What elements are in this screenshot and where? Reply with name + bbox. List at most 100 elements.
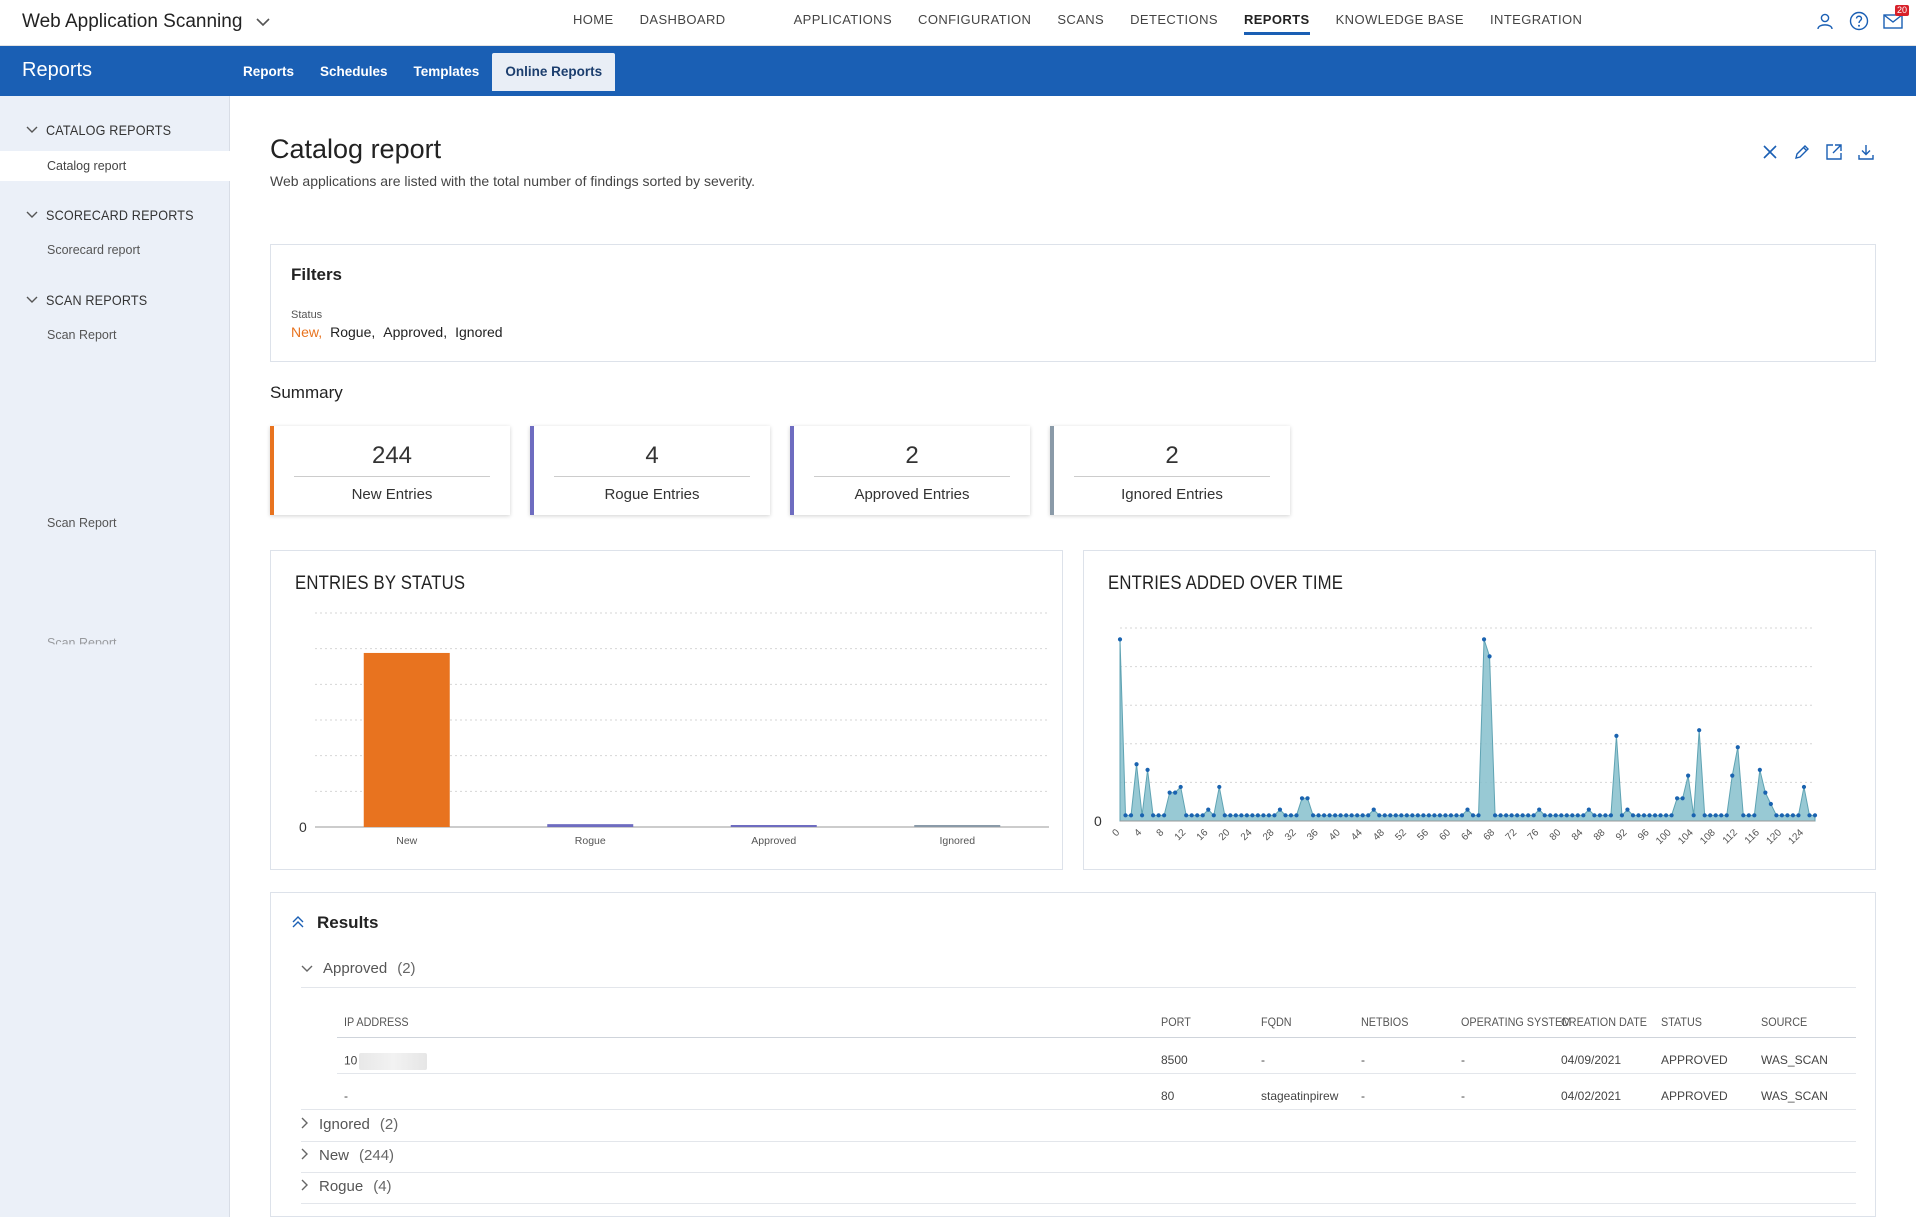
sidebar-item-scan-report[interactable]: Scan Report [47,516,117,530]
divider [301,1141,1856,1142]
col-netbios[interactable]: NETBIOS [1361,1015,1409,1029]
tab-online-reports[interactable]: Online Reports [492,53,616,91]
help-icon[interactable] [1848,10,1870,32]
x-tick-label: 100 [1654,827,1674,847]
cell-status: APPROVED [1661,1053,1728,1067]
data-point [1272,813,1277,818]
tab-schedules[interactable]: Schedules [320,64,388,79]
group-rogue[interactable]: Rogue (4) [301,1178,392,1195]
data-point [1752,813,1757,818]
nav-knowledge-base[interactable]: KNOWLEDGE BASE [1335,12,1465,27]
data-point [1702,813,1707,818]
col-fqdn[interactable]: FQDN [1261,1015,1292,1029]
group-label: New [319,1147,350,1164]
sidebar-item-catalog-report[interactable]: Catalog report [0,151,230,181]
bar-rogue [547,824,634,827]
x-tick-label: 104 [1676,827,1696,847]
data-point [1636,813,1641,818]
bar-new [363,652,450,827]
data-point [1763,790,1768,795]
group-new[interactable]: New (244) [301,1147,394,1164]
nav-configuration[interactable]: CONFIGURATION [918,12,1032,27]
tab-reports[interactable]: Reports [243,64,295,79]
stat-label: Rogue Entries [604,486,700,503]
data-point [1504,813,1509,818]
sidebar-group-scan[interactable]: SCAN REPORTS [26,292,159,308]
nav-integration[interactable]: INTEGRATION [1490,12,1583,27]
x-tick-label: 4 [1132,827,1144,839]
nav-reports[interactable]: REPORTS [1231,0,1323,46]
x-tick-label: 120 [1764,827,1784,847]
data-point [1283,813,1288,818]
divider [301,987,1856,988]
x-tick-label: 124 [1787,827,1807,847]
x-tick-label: 40 [1327,827,1343,843]
data-point [1310,813,1316,818]
stat-value: 244 [294,442,490,477]
x-tick-label: 36 [1305,827,1321,843]
pencil-icon[interactable] [1792,142,1812,162]
sidebar-group-scorecard[interactable]: SCORECARD REPORTS [26,207,210,223]
nav-scans[interactable]: SCANS [1057,12,1105,27]
bar-ignored [914,825,1001,827]
data-point [1333,813,1338,818]
chevron-right-icon [301,1179,309,1194]
sidebar-item-scan-report[interactable]: Scan Report [47,636,117,650]
x-tick-label: New [396,835,417,847]
x-tick-label: 84 [1570,827,1586,843]
group-ignored[interactable]: Ignored (2) [301,1116,398,1133]
group-approved[interactable]: Approved (2) [301,960,416,977]
data-point [1233,813,1238,818]
status-approved: Approved, [383,324,448,340]
data-point [1548,813,1553,818]
col-operating-system[interactable]: OPERATING SYSTEM [1461,1015,1572,1029]
x-tick-label: Approved [751,835,796,847]
external-link-icon[interactable] [1824,142,1844,162]
data-point [1768,801,1773,807]
data-point [1288,813,1294,818]
area-series [1119,639,1816,822]
nav-applications[interactable]: APPLICATIONS [793,12,893,27]
data-point [1415,813,1420,818]
data-point [1426,813,1431,818]
group-label: Ignored [319,1116,370,1133]
col-status[interactable]: STATUS [1661,1015,1703,1029]
results-toggle[interactable]: Results [291,913,378,933]
data-point [1807,813,1812,818]
data-point [1592,813,1597,818]
data-point [1663,813,1669,818]
nav-dashboard[interactable]: DASHBOARD [639,12,726,27]
y-tick-label: 0 [299,819,307,835]
sidebar-item-scan-report[interactable]: Scan Report [47,328,117,342]
app-switcher[interactable]: Web Application Scanning [22,11,270,33]
data-point [1167,790,1172,795]
y-tick-label: 0 [1094,813,1102,829]
data-point [1178,784,1183,790]
nav-detections[interactable]: DETECTIONS [1130,12,1218,27]
data-point [1647,813,1652,818]
tab-templates[interactable]: Templates [413,64,480,79]
filters-panel: Filters Status New, Rogue, Approved, Ign… [270,244,1876,362]
x-tick-label: 12 [1173,827,1189,843]
close-icon[interactable] [1760,142,1780,162]
col-creation-date[interactable]: CREATION DATE [1561,1015,1648,1029]
col-port[interactable]: PORT [1161,1015,1191,1029]
download-icon[interactable] [1856,142,1876,162]
data-point [1641,813,1647,818]
data-point [1244,813,1249,818]
col-source[interactable]: SOURCE [1761,1015,1808,1029]
col-ip-address[interactable]: IP ADDRESS [344,1015,409,1029]
data-point [1344,813,1349,818]
user-icon[interactable] [1814,10,1836,32]
data-point [1360,813,1365,818]
sidebar-group-catalog[interactable]: CATALOG REPORTS [26,122,185,138]
divider [301,1203,1856,1204]
stat-ignored-entries: 2 Ignored Entries [1050,426,1290,515]
summary-title: Summary [270,383,343,402]
data-point [1619,813,1625,818]
mail-icon[interactable]: 20 [1882,5,1909,32]
nav-home[interactable]: HOME [573,12,614,27]
sidebar-item-scorecard-report[interactable]: Scorecard report [47,243,141,257]
section-title: Reports [22,59,93,81]
data-point [1785,813,1790,818]
